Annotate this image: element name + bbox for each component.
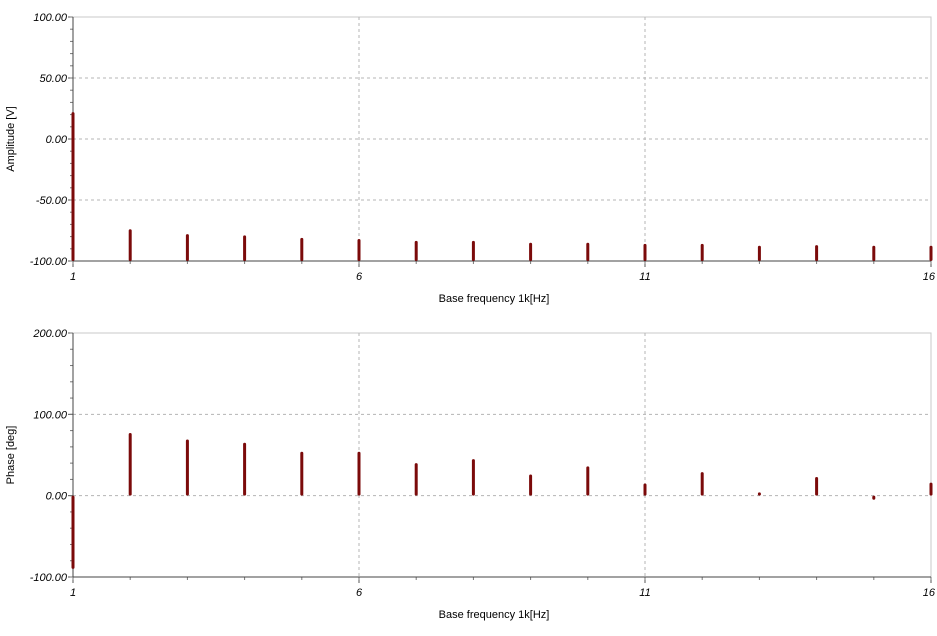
panel1-y-tick-label: 100.00 [33,12,68,24]
panel1-y-tick-label: 0.00 [46,134,68,146]
panel2-bar [929,482,933,496]
panel1-y-tick-label: 50.00 [39,73,67,85]
panel2-x-tick-label: 6 [356,587,363,599]
panel2-bar [414,463,418,496]
panel2-y-axis-title: Phase [deg] [5,426,17,485]
panel2-bar [529,474,533,496]
panel1-bar [815,245,819,261]
panel1-x-tick-label: 11 [639,271,650,283]
panel1-y-axis-title: Amplitude [V] [5,106,17,171]
panel1-bar [71,112,75,261]
panel1-bar [471,240,475,261]
panel2-bar [471,459,475,496]
panel2-y-tick-label: 0.00 [46,491,68,503]
panel1-bar [529,242,533,261]
panel2-bar [586,466,590,496]
panel1-bar [757,245,761,261]
panel1-bar [414,240,418,261]
panel1-bar [243,235,247,261]
panel2-bar [128,433,132,496]
panel2-bar [185,439,189,496]
panel1-bar [872,245,876,261]
panel2-bar [757,492,761,496]
panel2-bar [300,451,304,496]
panel2-x-tick-label: 16 [923,587,936,599]
panel2-y-tick-label: 200.00 [32,328,68,340]
panel1-bar [357,239,361,261]
panel2-bar [71,495,75,569]
panel2-bar [700,472,704,496]
panel2-bar [643,483,647,496]
panel1-x-axis-title: Base frequency 1k[Hz] [439,293,550,305]
panel2-bar [243,442,247,496]
panel1-y-tick-label: -100.00 [30,256,68,268]
panel1-bar [300,237,304,261]
panel1-x-tick-label: 6 [356,271,363,283]
panel1-bar [929,245,933,261]
panel2-y-tick-label: -100.00 [30,572,68,584]
panel1-x-tick-label: 1 [70,271,76,283]
panel2-y-tick-label: 100.00 [33,409,68,421]
panel1-x-tick-label: 16 [923,271,936,283]
panel2-plot-frame [72,332,932,578]
panel2-x-tick-label: 11 [639,587,650,599]
panel1-bar [185,234,189,261]
panel1-bar [128,229,132,261]
panel1-bar [586,242,590,261]
panel2-x-tick-label: 1 [70,587,76,599]
panel2-x-axis-title: Base frequency 1k[Hz] [439,609,550,621]
panel2-bar [815,476,819,496]
panel1-bar [643,243,647,261]
panel1-bar [700,243,704,261]
panel1-y-tick-label: -50.00 [36,195,68,207]
panel2-bar [872,495,876,500]
panel2-bar [357,451,361,496]
